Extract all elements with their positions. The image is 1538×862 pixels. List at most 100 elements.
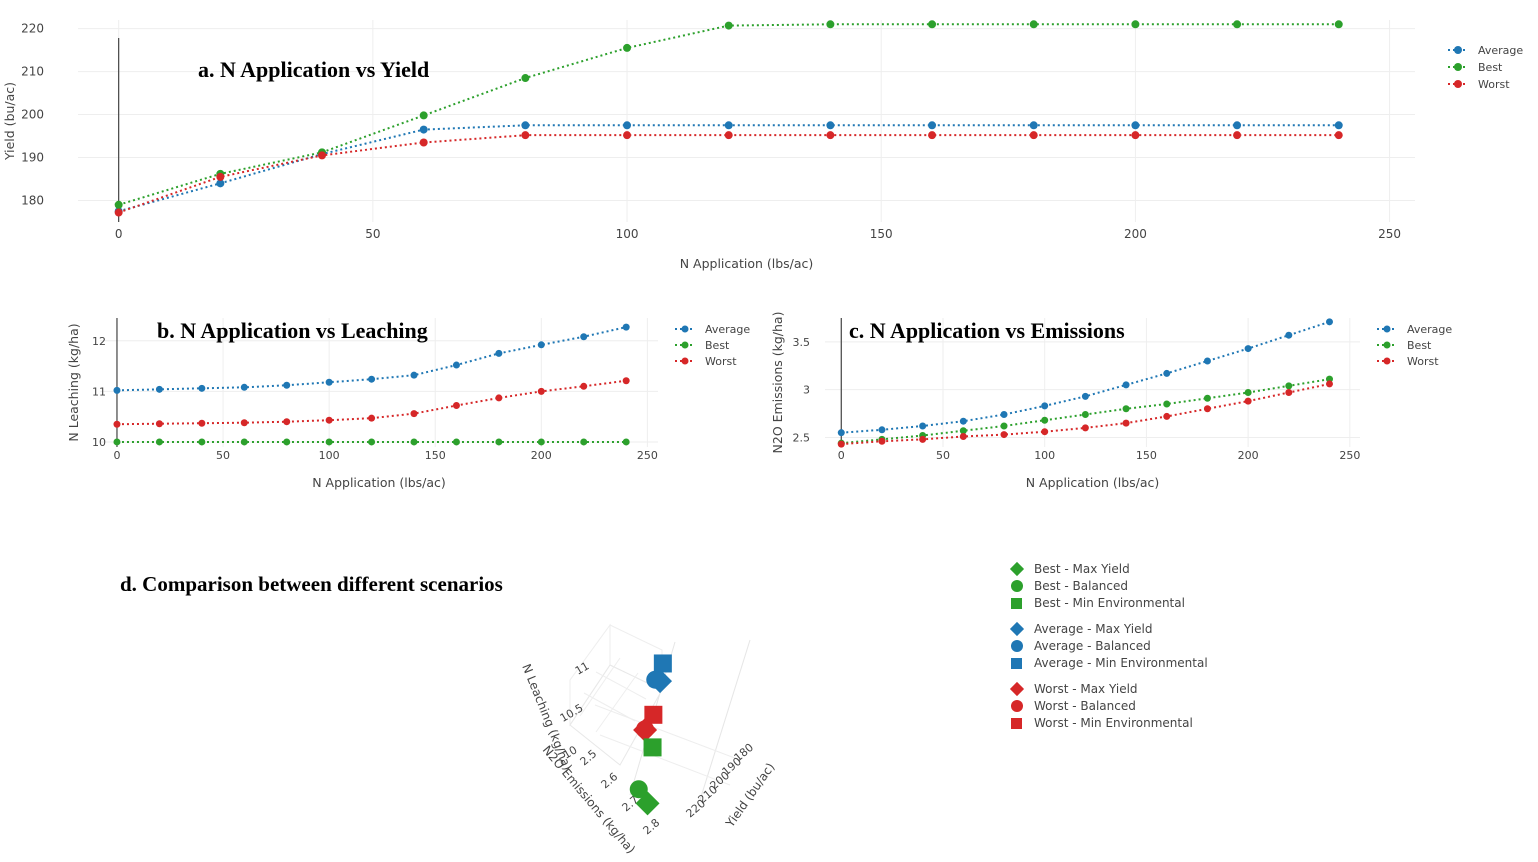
data-point[interactable] — [325, 438, 333, 446]
data-point[interactable] — [919, 435, 927, 443]
data-point[interactable] — [452, 361, 460, 369]
data-point[interactable] — [1131, 131, 1140, 140]
data-point[interactable] — [1233, 20, 1242, 29]
data-point[interactable] — [1325, 380, 1333, 388]
data-point[interactable] — [623, 43, 632, 52]
data-point[interactable] — [114, 208, 123, 217]
data-point[interactable] — [155, 438, 163, 446]
legend-item-best-min-environmental[interactable]: Best - Min Environmental — [1010, 594, 1208, 611]
data-point[interactable] — [419, 111, 428, 120]
data-point[interactable] — [959, 417, 967, 425]
data-point[interactable] — [1244, 389, 1252, 397]
data-point[interactable] — [959, 427, 967, 435]
data-point[interactable] — [537, 438, 545, 446]
data-point[interactable] — [878, 437, 886, 445]
data-point[interactable] — [1233, 131, 1242, 140]
legend-item-average-min-environmental[interactable]: Average - Min Environmental — [1010, 654, 1208, 671]
legend-item-average[interactable]: Average — [1377, 323, 1452, 336]
data-point[interactable] — [1203, 394, 1211, 402]
data-point[interactable] — [1285, 382, 1293, 390]
data-point[interactable] — [1334, 131, 1343, 140]
data-point[interactable] — [1285, 331, 1293, 339]
data-point[interactable] — [368, 438, 376, 446]
legend-item-best-max-yield[interactable]: Best - Max Yield — [1009, 560, 1208, 577]
data-point[interactable] — [155, 385, 163, 393]
legend-item-average[interactable]: Average — [1448, 44, 1523, 57]
data-point[interactable] — [283, 418, 291, 426]
data-point[interactable] — [521, 131, 530, 140]
data-point[interactable] — [198, 419, 206, 427]
point-best-max-yield[interactable] — [635, 791, 660, 816]
legend-item-best[interactable]: Best — [1448, 61, 1503, 74]
data-point[interactable] — [919, 422, 927, 430]
data-point[interactable] — [521, 121, 530, 130]
data-point[interactable] — [1000, 411, 1008, 419]
legend-item-average[interactable]: Average — [675, 323, 750, 336]
data-point[interactable] — [1334, 20, 1343, 29]
data-point[interactable] — [724, 121, 733, 130]
data-point[interactable] — [878, 426, 886, 434]
legend-item-worst-min-environmental[interactable]: Worst - Min Environmental — [1010, 714, 1208, 731]
data-point[interactable] — [452, 438, 460, 446]
data-point[interactable] — [1163, 400, 1171, 408]
point-worst-max-yield[interactable] — [633, 717, 658, 742]
data-point[interactable] — [1041, 402, 1049, 410]
data-point[interactable] — [1203, 357, 1211, 365]
data-point[interactable] — [959, 432, 967, 440]
data-point[interactable] — [155, 420, 163, 428]
data-point[interactable] — [495, 394, 503, 402]
data-point[interactable] — [318, 151, 327, 160]
legend-item-worst[interactable]: Worst — [675, 355, 737, 368]
data-point[interactable] — [419, 125, 428, 134]
data-point[interactable] — [623, 121, 632, 130]
data-point[interactable] — [1244, 397, 1252, 405]
data-point[interactable] — [623, 131, 632, 140]
data-point[interactable] — [1325, 318, 1333, 326]
data-point[interactable] — [1029, 131, 1038, 140]
data-point[interactable] — [1122, 419, 1130, 427]
data-point[interactable] — [1334, 121, 1343, 130]
data-point[interactable] — [1122, 405, 1130, 413]
data-point[interactable] — [1081, 411, 1089, 419]
data-point[interactable] — [580, 333, 588, 341]
data-point[interactable] — [928, 131, 937, 140]
data-point[interactable] — [410, 371, 418, 379]
data-point[interactable] — [495, 438, 503, 446]
data-point[interactable] — [283, 381, 291, 389]
legend-item-worst-balanced[interactable]: Worst - Balanced — [1010, 697, 1208, 714]
data-point[interactable] — [537, 341, 545, 349]
data-point[interactable] — [622, 323, 630, 331]
data-point[interactable] — [1203, 405, 1211, 413]
data-point[interactable] — [826, 131, 835, 140]
data-point[interactable] — [1041, 428, 1049, 436]
data-point[interactable] — [1081, 424, 1089, 432]
data-point[interactable] — [1041, 416, 1049, 424]
data-point[interactable] — [198, 438, 206, 446]
data-point[interactable] — [283, 438, 291, 446]
data-point[interactable] — [198, 384, 206, 392]
data-point[interactable] — [837, 429, 845, 437]
data-point[interactable] — [410, 410, 418, 418]
data-point[interactable] — [216, 172, 225, 181]
data-point[interactable] — [928, 20, 937, 29]
data-point[interactable] — [622, 438, 630, 446]
data-point[interactable] — [1131, 20, 1140, 29]
point-worst-min-environmental[interactable] — [644, 705, 663, 724]
data-point[interactable] — [1244, 345, 1252, 353]
legend-item-average-max-yield[interactable]: Average - Max Yield — [1009, 620, 1208, 637]
data-point[interactable] — [1029, 20, 1038, 29]
data-point[interactable] — [419, 138, 428, 147]
data-point[interactable] — [580, 382, 588, 390]
legend-item-worst[interactable]: Worst — [1377, 355, 1439, 368]
data-point[interactable] — [240, 438, 248, 446]
data-point[interactable] — [1233, 121, 1242, 130]
data-point[interactable] — [216, 179, 225, 188]
data-point[interactable] — [724, 21, 733, 30]
data-point[interactable] — [1029, 121, 1038, 130]
data-point[interactable] — [622, 377, 630, 385]
data-point[interactable] — [1122, 381, 1130, 389]
data-point[interactable] — [537, 387, 545, 395]
data-point[interactable] — [928, 121, 937, 130]
legend-item-worst[interactable]: Worst — [1448, 78, 1510, 91]
data-point[interactable] — [837, 440, 845, 448]
